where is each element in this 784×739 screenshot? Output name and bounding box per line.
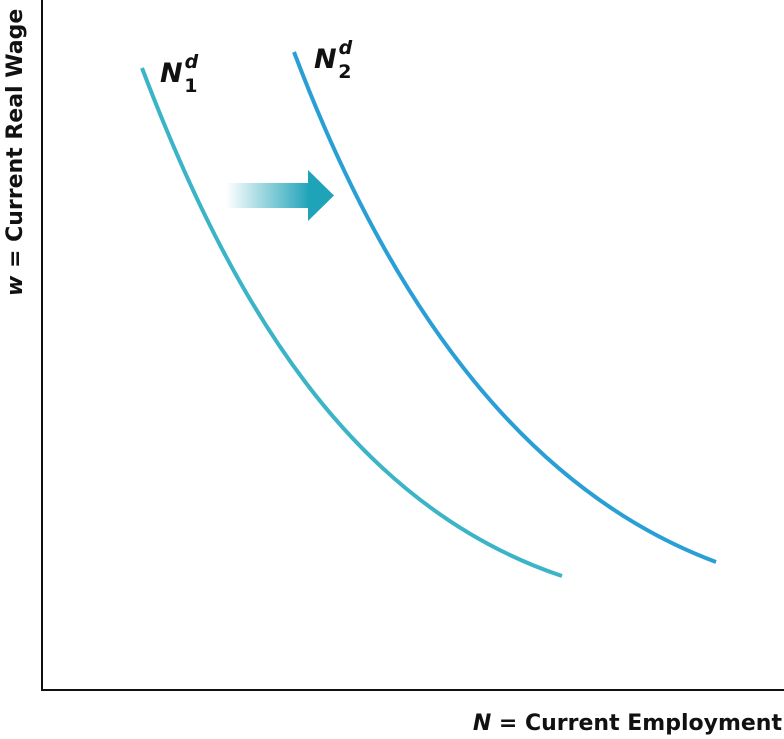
symbol: w [3,275,28,296]
x-axis-label: N = Current Employment [473,711,783,736]
subscript: 2 [338,61,351,83]
symbol: N [160,58,183,89]
demand-curve-1 [140,67,563,578]
subscript: 1 [184,75,197,97]
shift-arrow [226,170,334,221]
y-axis-label: w = Current Real Wage [3,9,28,296]
label-text: = Current Real Wage [3,9,28,276]
symbol: N [473,711,491,736]
demand-curve-2 [292,51,717,564]
superscript: d [339,37,353,59]
symbol: N [314,44,337,75]
superscript: d [185,51,199,73]
label-text: = Current Employment [491,711,782,736]
